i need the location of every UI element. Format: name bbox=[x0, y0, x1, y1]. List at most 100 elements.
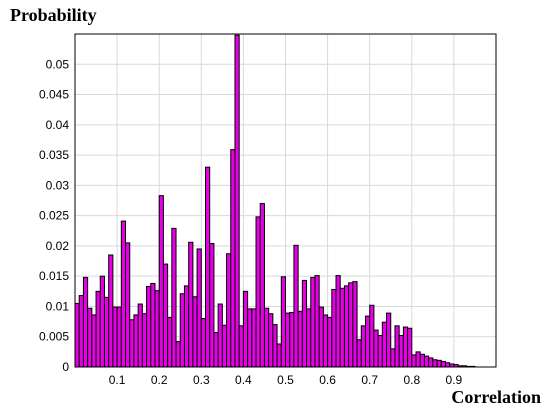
histogram-bar bbox=[339, 287, 345, 368]
x-tick-label: 0.7 bbox=[361, 373, 378, 387]
histogram-bar bbox=[322, 314, 329, 368]
histogram-bar bbox=[125, 242, 131, 368]
y-tick-label: 0.02 bbox=[46, 239, 70, 253]
histogram-bar bbox=[390, 348, 396, 368]
histogram-bar bbox=[200, 318, 207, 368]
histogram-bar bbox=[221, 324, 228, 368]
histogram-bar bbox=[432, 359, 438, 368]
histogram-bar bbox=[188, 241, 194, 368]
histogram-bar bbox=[327, 316, 333, 368]
x-tick-label: 0.3 bbox=[193, 373, 210, 387]
histogram-bar bbox=[306, 308, 312, 368]
histogram-bar bbox=[293, 244, 299, 368]
plot-frame bbox=[74, 33, 497, 368]
x-tick-labels: 0.1 0.2 0.3 0.4 0.5 0.6 0.7 0.8 0.9 bbox=[109, 373, 463, 387]
histogram-bar bbox=[213, 331, 219, 368]
histogram-bar bbox=[251, 308, 257, 368]
x-tick-label: 0.1 bbox=[109, 373, 126, 387]
histogram-bar bbox=[364, 315, 371, 368]
histogram-bar bbox=[91, 314, 97, 368]
histogram-bar bbox=[348, 282, 354, 368]
histogram-bar bbox=[272, 324, 278, 368]
histogram-bar bbox=[116, 306, 122, 368]
x-tick-label: 0.5 bbox=[277, 373, 294, 387]
y-tick-label: 0.03 bbox=[46, 178, 70, 192]
histogram-bar bbox=[255, 216, 261, 368]
histogram-bar bbox=[196, 248, 202, 368]
x-tick-label: 0.9 bbox=[446, 373, 463, 387]
histogram-bar bbox=[386, 312, 392, 368]
histogram-bar bbox=[150, 282, 156, 368]
histogram-bar bbox=[154, 290, 160, 368]
histogram-bar bbox=[407, 327, 413, 368]
histogram-bar bbox=[440, 361, 446, 368]
histogram-bar bbox=[162, 263, 169, 368]
histogram-bar bbox=[133, 314, 139, 368]
histogram-bar bbox=[226, 253, 232, 368]
histogram-bar bbox=[436, 359, 442, 368]
y-tick-label: 0.005 bbox=[39, 330, 69, 344]
histogram-bar bbox=[352, 281, 358, 368]
y-tick-label: 0.01 bbox=[46, 299, 70, 313]
histogram-bar bbox=[394, 325, 400, 368]
histogram-bar bbox=[141, 313, 148, 368]
histogram-bar bbox=[209, 242, 215, 368]
histogram-bar bbox=[242, 290, 249, 368]
histogram-bar bbox=[175, 341, 181, 368]
histogram-bar bbox=[301, 279, 308, 368]
histogram-bar bbox=[411, 354, 417, 368]
y-tick-label: 0 bbox=[62, 360, 69, 374]
histogram-bar bbox=[356, 339, 362, 368]
y-tick-label: 0.035 bbox=[39, 148, 69, 162]
histogram-bar bbox=[205, 166, 211, 368]
histogram-bar bbox=[238, 325, 244, 368]
histogram-bar bbox=[179, 293, 185, 368]
histogram-bar bbox=[373, 329, 379, 368]
histogram-bar bbox=[285, 312, 291, 368]
histogram-bar bbox=[280, 276, 287, 368]
histogram-bar bbox=[146, 285, 152, 368]
y-tick-labels: 0 0.005 0.01 0.015 0.02 0.025 0.03 0.035 0.04 0.0… bbox=[39, 57, 69, 374]
histogram-bar bbox=[289, 312, 295, 368]
histogram-bar bbox=[87, 307, 93, 368]
histogram-bar bbox=[183, 285, 190, 368]
histogram-bar bbox=[415, 351, 421, 368]
histogram-bar bbox=[263, 307, 270, 368]
histogram-bar bbox=[314, 275, 320, 368]
histogram-bar bbox=[377, 335, 383, 368]
histogram-bar bbox=[129, 319, 135, 368]
histogram-bar bbox=[398, 335, 404, 368]
histogram-bar bbox=[369, 304, 375, 368]
histogram-bar bbox=[310, 276, 316, 368]
histogram-bar bbox=[217, 303, 223, 368]
histogram-bar bbox=[74, 302, 80, 368]
histogram-bar bbox=[158, 195, 164, 368]
histogram-bars bbox=[74, 34, 476, 368]
histogram-bar bbox=[335, 275, 341, 368]
histogram-bar bbox=[268, 313, 274, 368]
y-tick-label: 0.05 bbox=[46, 57, 70, 71]
histogram-bar bbox=[331, 289, 337, 368]
histogram-bar bbox=[167, 316, 173, 368]
histogram-bar bbox=[112, 306, 118, 368]
y-tick-label: 0.015 bbox=[39, 269, 69, 283]
grid-lines bbox=[75, 34, 496, 367]
histogram-bar bbox=[423, 355, 430, 368]
histogram-bar bbox=[360, 325, 366, 368]
histogram-bar bbox=[428, 357, 434, 368]
histogram-bar bbox=[276, 343, 282, 368]
histogram-bar bbox=[297, 310, 303, 368]
histogram-bar bbox=[137, 303, 143, 368]
y-tick-label: 0.04 bbox=[46, 118, 70, 132]
histogram-bar bbox=[82, 276, 89, 368]
histogram-bar bbox=[99, 275, 105, 368]
histogram-bar bbox=[120, 220, 127, 368]
x-tick-label: 0.8 bbox=[403, 373, 420, 387]
histogram-bar bbox=[247, 308, 253, 368]
x-tick-label: 0.4 bbox=[235, 373, 252, 387]
x-tick-label: 0.2 bbox=[151, 373, 168, 387]
y-tick-label: 0.025 bbox=[39, 209, 69, 223]
histogram-bar bbox=[343, 285, 350, 368]
histogram-bar bbox=[234, 34, 240, 368]
